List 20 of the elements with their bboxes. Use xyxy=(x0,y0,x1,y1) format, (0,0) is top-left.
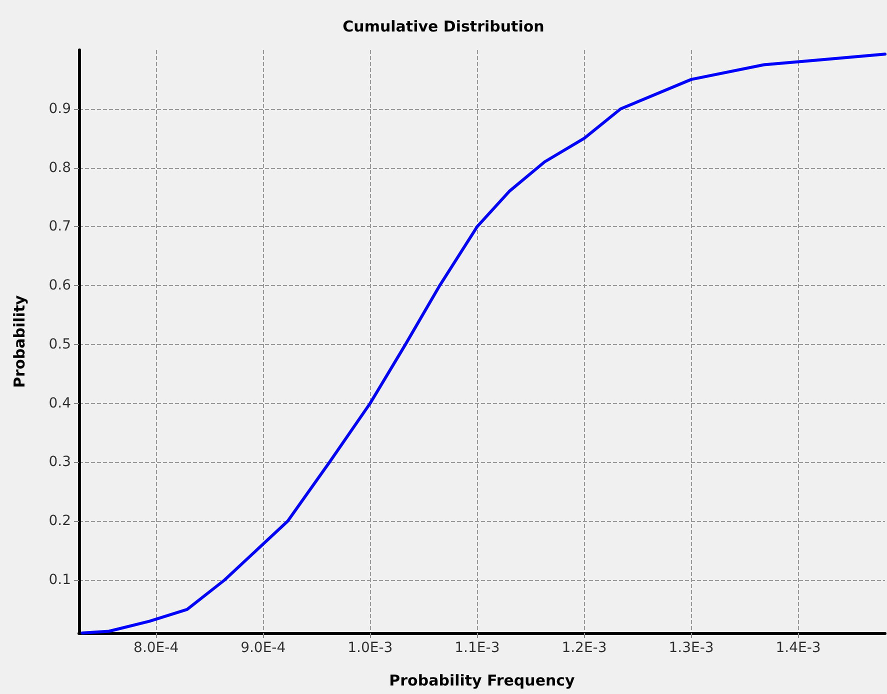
y-tick-label: 0.3 xyxy=(48,454,71,470)
y-axis-title: Probability xyxy=(10,294,28,388)
chart-title: Cumulative Distribution xyxy=(342,18,544,36)
y-tick-label: 0.2 xyxy=(48,513,71,530)
x-tick-label: 1.3E-3 xyxy=(668,640,714,656)
y-tick-label: 0.8 xyxy=(48,160,71,176)
y-tick-label: 0.4 xyxy=(48,395,72,412)
line-series xyxy=(80,52,886,634)
y-tick-label: 0.5 xyxy=(48,336,71,352)
x-axis-title: Probability Frequency xyxy=(389,672,576,690)
x-tick-label: 1.1E-3 xyxy=(454,640,500,656)
x-tick-label: 8.0E-4 xyxy=(134,640,179,656)
y-tick-label: 0.6 xyxy=(48,278,72,294)
y-tick-label: 0.1 xyxy=(48,572,71,588)
x-tick-label: 1.4E-3 xyxy=(776,640,821,656)
x-tick-label: 9.0E-4 xyxy=(240,640,286,656)
x-tick-label: 1.0E-3 xyxy=(348,640,393,656)
x-tick-label: 1.2E-3 xyxy=(562,640,607,656)
y-tick-label: 0.7 xyxy=(48,218,71,235)
y-tick-label: 0.9 xyxy=(48,100,71,117)
